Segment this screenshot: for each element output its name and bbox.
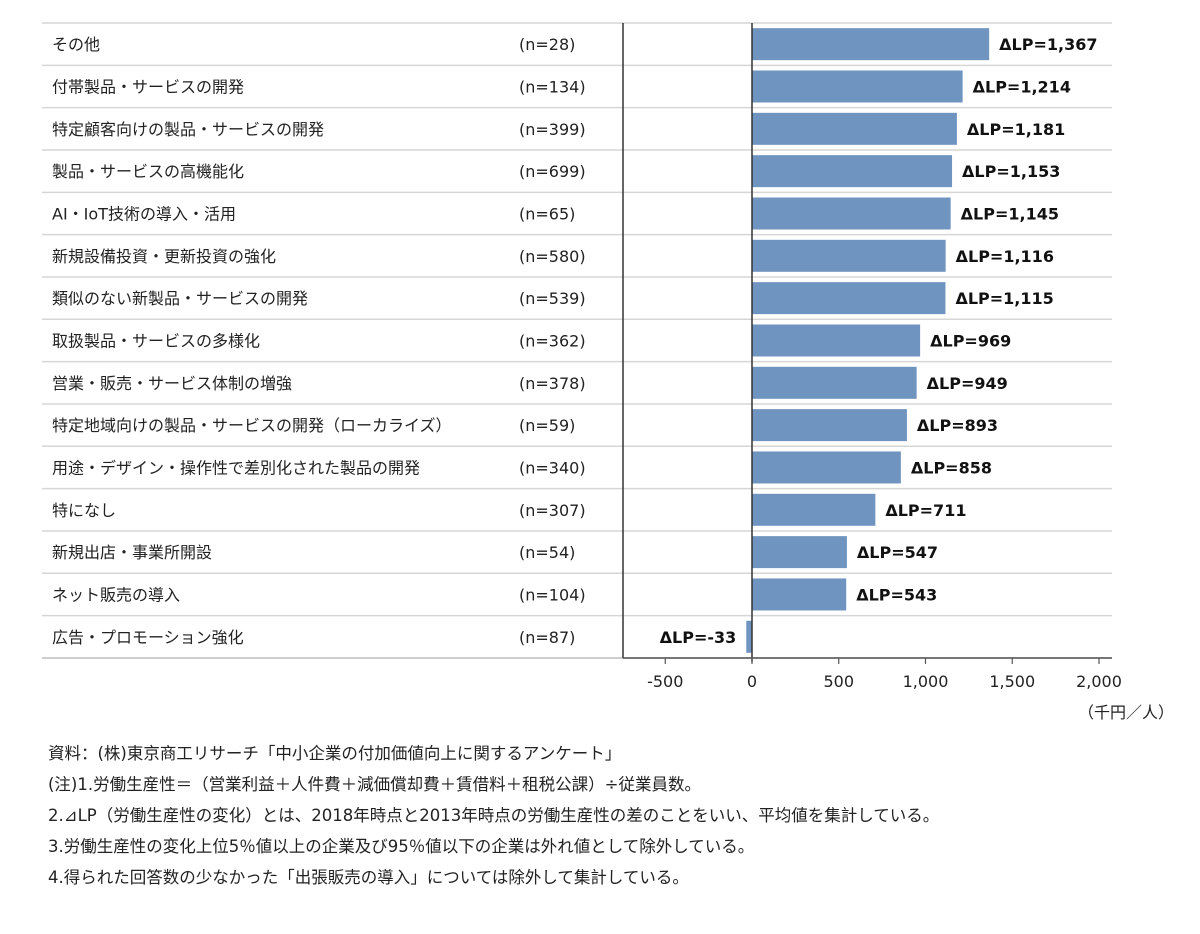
x-tick-label: 0 (747, 672, 757, 691)
x-tick-label: 1,000 (903, 672, 949, 691)
category-label: AI・IoT技術の導入・活用 (52, 204, 236, 223)
note-1: (注)1.労働生産性＝（営業利益＋人件費＋減価償却費＋賃借料＋租税公課）÷従業員… (48, 775, 701, 794)
value-label: ΔLP=711 (885, 501, 966, 520)
note-2: 2.⊿LP（労働生産性の変化）とは、2018年時点と2013年時点の労働生産性の… (48, 806, 940, 825)
chart-notes: 資料：(株)東京商工リサーチ「中小企業の付加価値向上に関するアンケート」 (注)… (48, 738, 1168, 893)
bar (752, 578, 847, 611)
note-3: 3.労働生産性の変化上位5％値以上の企業及び95％値以下の企業は外れ値として除外… (48, 837, 755, 856)
value-label: ΔLP=1,153 (962, 162, 1060, 181)
sample-size-label: (n=340) (519, 458, 586, 477)
category-label: 特定顧客向けの製品・サービスの開発 (52, 120, 324, 139)
sample-size-label: (n=580) (519, 247, 586, 266)
category-label: 取扱製品・サービスの多様化 (52, 331, 260, 350)
note-4: 4.得られた回答数の少なかった「出張販売の導入」については除外して集計している。 (48, 868, 689, 887)
sample-size-label: (n=134) (519, 77, 586, 96)
sample-size-label: (n=307) (519, 501, 586, 520)
category-label: 用途・デザイン・操作性で差別化された製品の開発 (52, 458, 420, 477)
value-label: ΔLP=543 (856, 585, 937, 604)
sample-size-label: (n=539) (519, 289, 586, 308)
chart-rows: その他 (n=28) 付帯製品・サービスの開発 (n=134) 特定顧客向けの製品・サー… (42, 22, 1112, 659)
value-label: ΔLP=1,115 (955, 289, 1053, 308)
bar (752, 197, 951, 230)
sample-size-label: (n=378) (519, 374, 586, 393)
value-label: ΔLP=858 (911, 458, 992, 477)
category-label: 製品・サービスの高機能化 (52, 162, 244, 181)
sample-size-label: (n=54) (519, 543, 575, 562)
bar (752, 536, 847, 569)
category-label: その他 (52, 35, 100, 54)
x-tick-label: 2,000 (1076, 672, 1122, 691)
value-label: ΔLP=547 (857, 543, 938, 562)
category-label: 新規出店・事業所開設 (52, 543, 212, 562)
value-label: ΔLP=949 (927, 374, 1008, 393)
value-label: ΔLP=1,145 (961, 204, 1059, 223)
value-label: ΔLP=969 (930, 331, 1011, 350)
sample-size-label: (n=87) (519, 628, 575, 647)
category-label: 付帯製品・サービスの開発 (52, 77, 244, 96)
bar (752, 451, 901, 484)
value-label: ΔLP=1,116 (956, 247, 1054, 266)
x-axis-unit-label: （千円／人） (1078, 703, 1174, 722)
category-label: 特になし (52, 501, 116, 520)
category-label: 営業・販売・サービス体制の増強 (52, 374, 292, 393)
bar-chart: その他 (n=28) 付帯製品・サービスの開発 (n=134) 特定顧客向けの製品・サー… (42, 22, 1174, 722)
value-label: ΔLP=-33 (660, 628, 737, 647)
sample-size-label: (n=362) (519, 331, 586, 350)
bar (752, 70, 963, 103)
sample-size-label: (n=699) (519, 162, 586, 181)
source-note: 資料：(株)東京商工リサーチ「中小企業の付加価値向上に関するアンケート」 (48, 744, 622, 763)
value-label: ΔLP=1,181 (967, 120, 1065, 139)
sample-size-label: (n=28) (519, 35, 575, 54)
category-label: 広告・プロモーション強化 (52, 628, 244, 647)
sample-size-label: (n=399) (519, 120, 586, 139)
sample-size-label: (n=65) (519, 204, 575, 223)
bar (752, 324, 921, 357)
bar (752, 28, 990, 61)
bar (752, 282, 946, 315)
category-label: ネット販売の導入 (52, 585, 180, 604)
bar (752, 155, 953, 188)
x-tick-label: 1,500 (989, 672, 1035, 691)
value-label: ΔLP=1,367 (999, 35, 1097, 54)
chart-bars: ΔLP=1,367 ΔLP=1,214 ΔLP=1,181 ΔLP=1,153 ΔLP=… (660, 28, 1098, 653)
value-label: ΔLP=1,214 (973, 77, 1071, 96)
x-tick-label: 500 (823, 672, 854, 691)
category-label: 新規設備投資・更新投資の強化 (52, 247, 276, 266)
chart-axes: -500 0 500 1,000 1,500 2,000 (622, 23, 1122, 691)
bar (752, 239, 946, 272)
sample-size-label: (n=104) (519, 585, 586, 604)
value-label: ΔLP=893 (917, 416, 998, 435)
bar (752, 493, 876, 526)
bar (752, 409, 907, 442)
sample-size-label: (n=59) (519, 416, 575, 435)
x-tick-label: -500 (647, 672, 683, 691)
category-label: 特定地域向けの製品・サービスの開発（ローカライズ） (52, 416, 452, 435)
bar (752, 112, 957, 145)
category-label: 類似のない新製品・サービスの開発 (52, 289, 308, 308)
bar (752, 366, 917, 399)
bar (746, 620, 752, 653)
